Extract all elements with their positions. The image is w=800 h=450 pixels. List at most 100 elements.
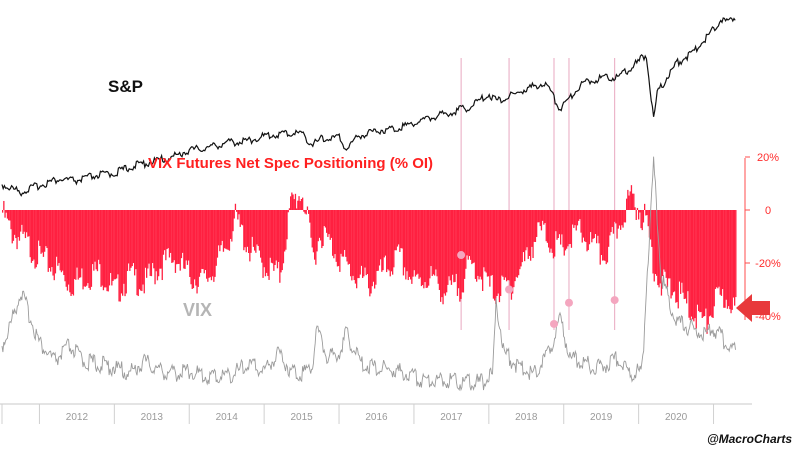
positioning-bar [608,210,610,247]
positioning-bar [412,210,414,277]
x-tick-label: 2016 [365,412,388,423]
positioning-bar [417,210,419,274]
positioning-bar [687,210,689,292]
positioning-bar [254,210,256,251]
positioning-bar [387,210,389,270]
positioning-bar [453,210,455,283]
positioning-bar [464,210,466,279]
positioning-bar [683,210,685,300]
positioning-bar [656,210,658,276]
positioning-bar [408,210,411,277]
positioning-bar [501,210,503,276]
positioning-bar [734,210,736,306]
positioning-bar [533,210,535,242]
positioning-bar [599,210,601,265]
positioning-bar [690,210,693,317]
positioning-bar [74,210,76,280]
positioning-bar [520,210,522,267]
positioning-bar [300,199,303,210]
positioning-bar [110,210,112,274]
positioning-bar [304,210,306,214]
positioning-bar [264,210,267,277]
positioning-bar [590,210,592,233]
positioning-bar [274,210,276,265]
positioning-bar [352,210,354,276]
positioning-bar [314,210,316,260]
positioning-bar [444,210,447,296]
positioning-bar [108,210,111,286]
positioning-bar [150,210,153,277]
positioning-bar [688,210,690,318]
credit-label: @MacroCharts [707,432,792,446]
positioning-bar [30,210,33,263]
positioning-bar [234,203,237,210]
positioning-bar [416,210,418,275]
positioning-bar [332,210,334,256]
positioning-bar [390,210,393,272]
positioning-bar [173,210,175,261]
y-tick-label: 0 [765,205,771,217]
positioning-bar [258,210,261,251]
positioning-bar [632,193,634,210]
positioning-bar [152,210,154,264]
positioning-bar [455,210,457,274]
positioning-bar [442,210,444,305]
positioning-bar [615,210,617,224]
positioning-bar [612,210,615,234]
positioning-bar [716,210,718,288]
positioning-bar [321,210,323,249]
positioning-bar [180,210,183,259]
positioning-bar [54,210,57,274]
positioning-bar [569,210,571,244]
positioning-bar [273,210,275,271]
positioning-bar [729,210,731,310]
positioning-bar [296,208,298,210]
positioning-bar [731,210,733,310]
positioning-bar [435,210,437,270]
positioning-bar [144,210,147,268]
positioning-bar [494,210,496,301]
positioning-bar [362,210,364,278]
positioning-bar [500,210,502,296]
positioning-bar [257,210,259,247]
x-tick-label: 2014 [216,412,239,423]
positioning-bar [22,210,24,234]
positioning-bar [50,210,52,272]
positioning-bar [166,210,168,250]
positioning-bar [278,210,280,262]
positioning-bar [723,210,725,308]
positioning-bar [56,210,58,257]
positioning-bar [318,210,321,238]
positioning-bar [94,210,96,262]
positioning-bar [560,210,562,245]
positioning-bar [692,210,694,320]
positioning-bar [297,200,299,210]
positioning-bar [363,210,365,277]
vix-line [1,156,736,392]
positioning-bar [226,210,228,250]
positioning-bar [233,210,235,219]
positioning-bar [426,210,429,288]
positioning-bar [696,210,699,305]
positioning-bar [642,210,645,223]
positioning-bar [11,210,13,244]
positioning-bar [288,208,291,210]
positioning-bar [414,210,417,277]
positioning-bar [215,210,217,266]
positioning-bar [689,210,691,321]
positioning-bar [383,210,385,258]
positioning-bar [651,210,653,247]
positioning-bar [564,210,567,251]
positioning-bar [328,210,330,235]
positioning-bar [207,210,209,282]
positioning-bar [485,210,487,273]
positioning-bar [591,210,593,243]
positioning-bar [419,210,421,278]
positioning-bar [378,210,381,266]
positioning-bar [399,210,401,252]
positioning-bar [218,210,220,246]
positioning-bar [260,210,262,258]
sp-line [1,17,736,197]
positioning-bar [135,210,137,270]
positioning-bar [146,210,148,278]
